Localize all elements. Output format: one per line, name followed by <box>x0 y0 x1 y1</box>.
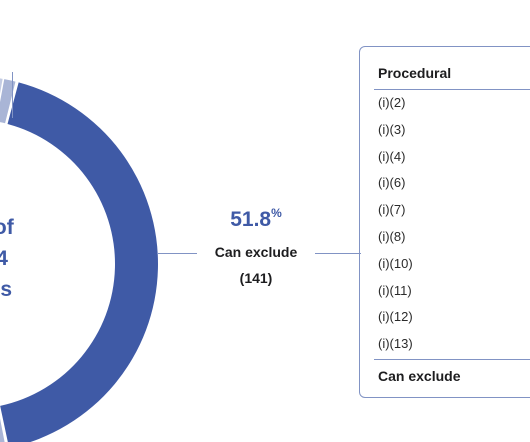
donut-center-title: tcome of 23/2024 allenges <box>0 212 90 305</box>
list-item: (i)(8) <box>378 228 406 244</box>
list-item: (i)(12) <box>378 309 413 325</box>
list-item: (i)(2) <box>378 95 406 110</box>
list-item: (i)(10) <box>378 255 413 271</box>
panel-header: Procedural <box>378 65 452 81</box>
percent-value: 51.8 <box>230 208 272 231</box>
percent-symbol: % <box>271 206 282 220</box>
percent-callout: 51.8% <box>196 206 316 232</box>
center-title-line-2: 23/2024 <box>0 247 8 270</box>
breakdown-panel: Procedural (i)(2) (i)(3) (i)(4) (i)(6) (… <box>359 46 530 398</box>
category-label: Can exclude <box>214 244 298 260</box>
list-item: (i)(11) <box>378 282 412 298</box>
category-count: (141) <box>239 270 273 286</box>
list-item: (i)(6) <box>378 175 406 191</box>
donut-slice-muted <box>0 78 3 94</box>
list-item: (i)(13) <box>378 336 413 352</box>
center-title-line-3: allenges <box>0 278 13 301</box>
list-item: (i)(4) <box>378 148 406 164</box>
connector-left <box>157 253 197 254</box>
item-list: (i)(2) (i)(3) (i)(4) (i)(6) (i)(7) (i)(8… <box>378 94 413 362</box>
list-item: (i)(3) <box>378 121 406 137</box>
header-divider <box>374 89 530 90</box>
panel-footer: Can exclude <box>378 368 461 384</box>
donut-slice-muted <box>0 79 16 124</box>
leader-line-top <box>12 72 13 118</box>
connector-right <box>315 253 361 254</box>
list-item: (i)(7) <box>378 202 406 218</box>
center-title-line-1: tcome of <box>0 216 14 239</box>
footer-divider <box>374 359 530 360</box>
donut-slice-muted <box>0 418 5 442</box>
donut-slice-can-exclude <box>0 82 158 442</box>
